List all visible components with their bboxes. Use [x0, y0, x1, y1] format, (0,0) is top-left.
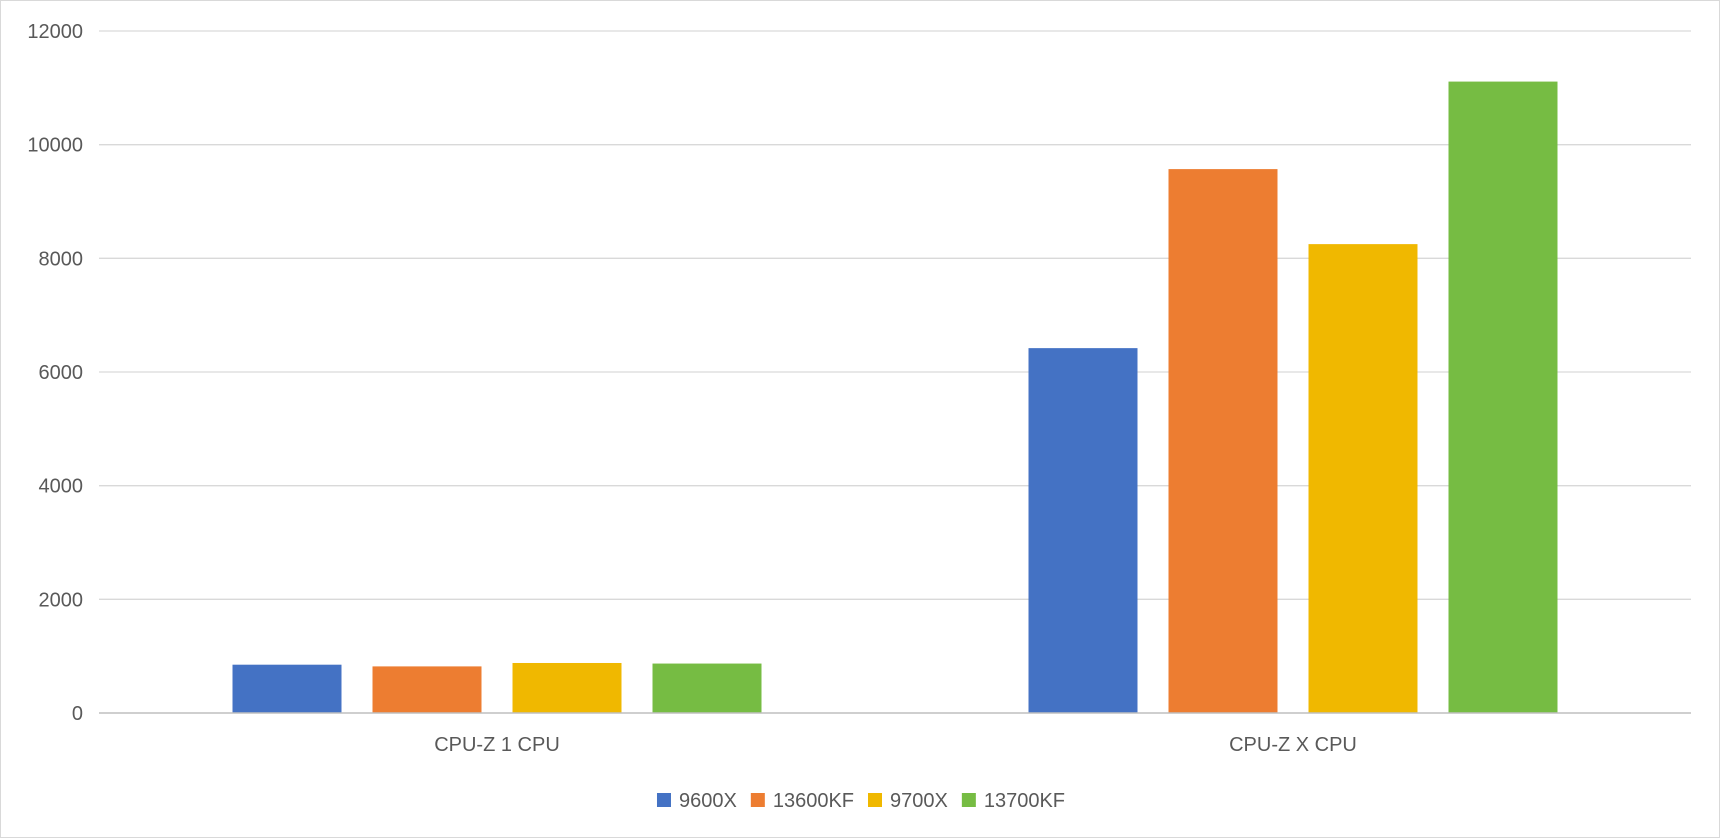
legend-swatch: [961, 793, 976, 807]
legend-label: 13600KF: [773, 790, 854, 812]
y-axis-tick-labels: 0 2000 4000 6000 8000 10000 12000: [27, 21, 83, 725]
y-tick-label: 10000: [27, 135, 83, 157]
legend-item: 9700X: [868, 790, 948, 812]
legend-swatch: [868, 793, 882, 807]
bar-9600x-1: [232, 664, 342, 713]
legend-swatch: [656, 793, 671, 807]
y-tick-label: 12000: [27, 21, 83, 43]
y-tick-label: 8000: [39, 248, 84, 270]
x-category-label: CPU-Z 1 CPU: [434, 734, 560, 756]
y-tick-label: 2000: [39, 589, 84, 611]
bar-9700x-1: [512, 662, 622, 713]
legend-label: 9700X: [890, 790, 948, 812]
bar-13700kf-2: [1448, 81, 1558, 713]
bar-9600x-2: [1028, 348, 1138, 713]
bar-13600kf-2: [1168, 169, 1278, 714]
legend: 9600X 13600KF 9700X 13700KF: [656, 790, 1065, 812]
legend-label: 9600X: [679, 790, 737, 812]
bars: [232, 81, 1558, 714]
legend-swatch: [750, 793, 765, 807]
legend-item: 9600X: [656, 790, 737, 812]
legend-item: 13600KF: [750, 790, 854, 812]
y-tick-label: 4000: [39, 476, 84, 498]
y-tick-label: 6000: [39, 362, 84, 384]
x-category-label: CPU-Z X CPU: [1229, 734, 1357, 756]
bar-9700x-2: [1308, 244, 1418, 713]
legend-label: 13700KF: [984, 790, 1065, 812]
x-axis-category-labels: CPU-Z 1 CPU CPU-Z X CPU: [434, 734, 1357, 756]
legend-item: 13700KF: [961, 790, 1065, 812]
bar-13600kf-1: [372, 666, 482, 713]
gridlines: [99, 30, 1691, 600]
y-tick-label: 0: [72, 703, 83, 725]
bar-13700kf-1: [652, 663, 762, 713]
